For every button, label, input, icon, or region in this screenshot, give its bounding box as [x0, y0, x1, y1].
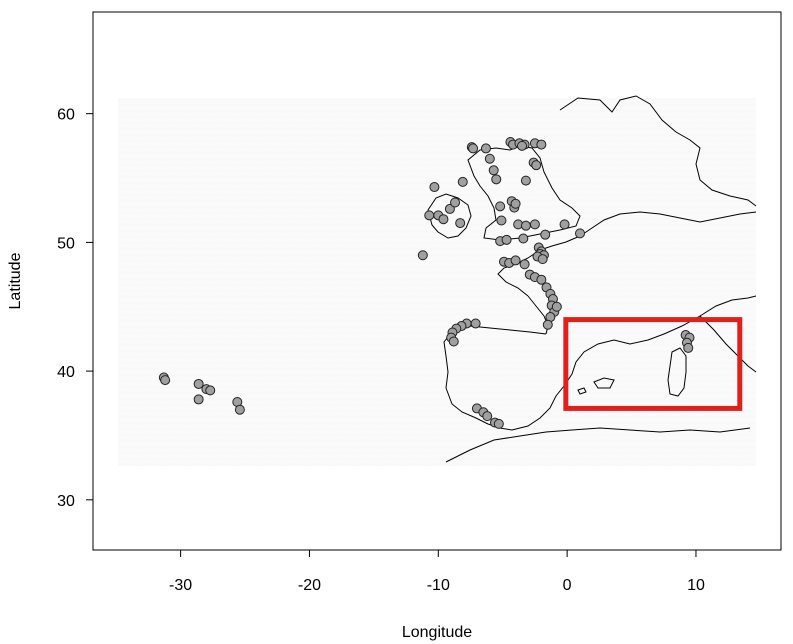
corsica-sardinia: [667, 347, 687, 397]
data-point: [234, 404, 245, 415]
data-point: [540, 229, 551, 240]
data-point: [438, 214, 449, 225]
data-point: [537, 254, 548, 265]
x-tick-label: 0: [563, 577, 572, 594]
data-point: [468, 143, 479, 154]
x-tick-label: -30: [169, 577, 192, 594]
data-point: [444, 203, 455, 214]
data-point: [491, 174, 502, 185]
highlight-region-box: [563, 317, 743, 411]
scandinavia-coast: [559, 95, 757, 207]
data-point: [470, 318, 481, 329]
data-point: [520, 220, 531, 231]
x-axis-title: Longitude: [402, 624, 472, 641]
data-point: [417, 250, 428, 261]
x-tick-label: 10: [687, 577, 705, 594]
data-point: [496, 215, 507, 226]
x-tick-label: -20: [298, 577, 321, 594]
data-point: [531, 160, 542, 171]
data-point: [529, 219, 540, 230]
data-point: [448, 336, 459, 347]
north-africa-coast: [445, 427, 751, 463]
data-point: [559, 219, 570, 230]
iberia-coast: [443, 325, 565, 431]
data-point: [683, 342, 694, 353]
y-tick-label: 60: [57, 107, 75, 124]
data-point: [455, 218, 466, 229]
data-point: [495, 201, 506, 212]
data-point: [193, 394, 204, 405]
y-tick-label: 50: [57, 235, 75, 252]
data-point: [160, 375, 171, 386]
data-point: [205, 385, 216, 396]
data-point: [493, 418, 504, 429]
data-point: [551, 301, 562, 312]
data-point: [510, 198, 521, 209]
data-point: [510, 255, 521, 266]
x-tick-label: -10: [427, 577, 450, 594]
data-point: [519, 259, 530, 270]
data-point: [424, 210, 435, 221]
italy-coast: [699, 315, 757, 373]
y-axis-title: Latitude: [7, 252, 24, 309]
bathymetry-background: [118, 98, 756, 466]
med-north-coast: [563, 295, 757, 387]
axes: -30 -20 -10 0 10 30 40 50 60: [57, 107, 705, 594]
data-point: [520, 175, 531, 186]
data-point: [488, 165, 499, 176]
data-point: [450, 197, 461, 208]
data-point: [457, 176, 468, 187]
data-point: [480, 143, 491, 154]
y-tick-label: 40: [57, 364, 75, 381]
data-point: [517, 140, 528, 151]
data-point: [429, 182, 440, 193]
observation-points: [158, 136, 695, 429]
ireland-coast: [427, 193, 472, 239]
data-point: [501, 234, 512, 245]
data-point: [193, 378, 204, 389]
data-point: [536, 139, 547, 150]
balearic-islands: [593, 377, 615, 389]
data-point: [482, 411, 493, 422]
data-point: [484, 153, 495, 164]
data-point: [518, 233, 529, 244]
data-point: [536, 274, 547, 285]
data-point: [575, 228, 586, 239]
y-tick-label: 30: [57, 493, 75, 510]
data-point: [542, 319, 553, 330]
